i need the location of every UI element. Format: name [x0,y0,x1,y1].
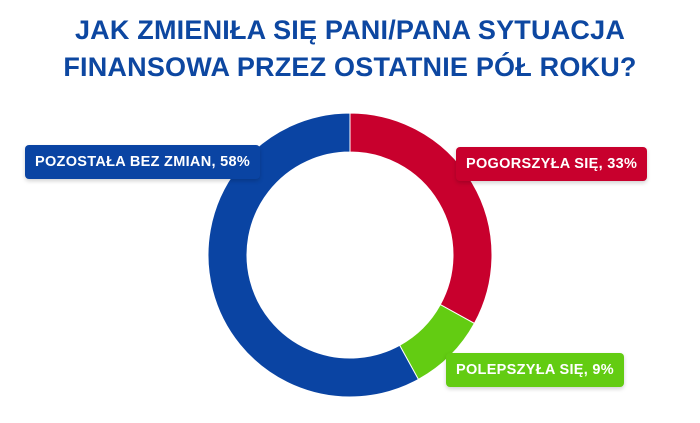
label-better: POLEPSZYŁA SIĘ, 9% [446,353,624,387]
slice-unchanged [207,112,420,398]
slice-worse [349,112,493,325]
chart-title-line-2: FINANSOWA PRZEZ OSTATNIE PÓŁ ROKU? [63,52,637,82]
chart-title-line-1: JAK ZMIENIŁA SIĘ PANI/PANA SYTUACJA [74,15,626,45]
chart-title: JAK ZMIENIŁA SIĘ PANI/PANA SYTUACJA FINA… [0,12,700,86]
label-unchanged: POZOSTAŁA BEZ ZMIAN, 58% [25,145,261,179]
label-worse: POGORSZYŁA SIĘ, 33% [456,147,648,181]
